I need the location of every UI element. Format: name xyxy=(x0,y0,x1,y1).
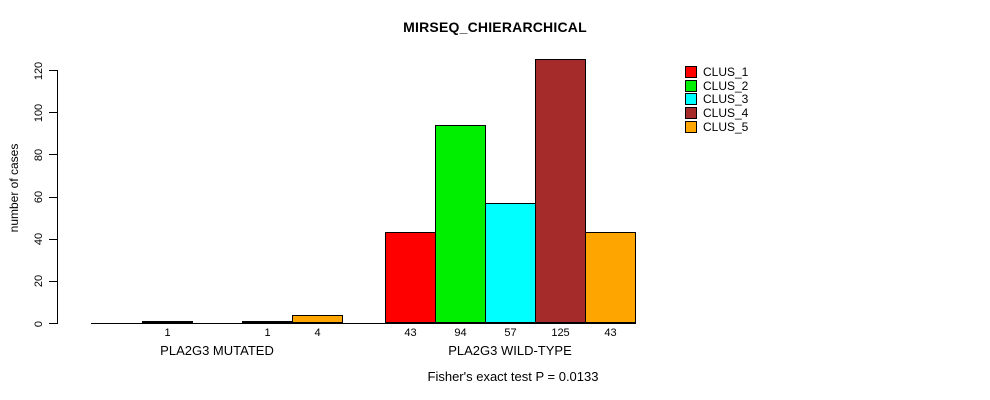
legend-swatch xyxy=(685,93,697,106)
legend-label: CLUS_3 xyxy=(703,92,749,107)
bar-clus-4 xyxy=(242,321,293,323)
bar-value-label: 1 xyxy=(264,327,271,339)
y-axis-tick-label: 0 xyxy=(33,320,45,327)
bar-value-label: 57 xyxy=(504,327,517,339)
legend-label: CLUS_2 xyxy=(703,78,749,93)
bar-value-label: 1 xyxy=(164,327,171,339)
legend-item: CLUS_1 xyxy=(685,66,748,78)
y-axis-tick xyxy=(49,112,57,114)
x-category-label: PLA2G3 WILD-TYPE xyxy=(448,343,572,358)
x-category-label: PLA2G3 MUTATED xyxy=(160,343,274,358)
y-axis-tick xyxy=(49,70,57,71)
bar-clus-2 xyxy=(435,125,486,323)
legend-label: CLUS_4 xyxy=(703,106,749,121)
y-axis-tick xyxy=(49,323,57,324)
y-axis-tick-label: 80 xyxy=(33,148,45,161)
bar-value-label: 43 xyxy=(604,327,617,339)
y-axis-tick xyxy=(49,154,57,156)
y-axis-tick xyxy=(49,280,57,282)
bar-clus-2 xyxy=(142,321,193,323)
bar-clus-5 xyxy=(292,315,343,323)
bar-value-label: 125 xyxy=(551,327,570,339)
y-axis-tick xyxy=(49,196,57,198)
y-axis-line xyxy=(57,70,58,324)
bar-clus-4 xyxy=(535,59,586,323)
y-axis-tick-label: 40 xyxy=(33,233,45,246)
legend-item: CLUS_5 xyxy=(685,119,749,134)
legend-swatch xyxy=(685,66,697,78)
legend-label: CLUS_1 xyxy=(703,65,749,79)
legend: CLUS_1 CLUS_2 CLUS_3 CLUS_4 CLUS_5 xyxy=(685,66,748,133)
legend-label: CLUS_5 xyxy=(703,119,749,134)
x-axis-line xyxy=(91,323,636,324)
legend-swatch xyxy=(685,107,697,120)
legend-item: CLUS_3 xyxy=(685,92,749,107)
chart-title: MIRSEQ_CHIERARCHICAL xyxy=(403,19,587,35)
legend-swatch xyxy=(685,120,697,133)
y-axis-tick-label: 120 xyxy=(33,61,45,80)
y-axis-tick-label: 100 xyxy=(33,103,45,122)
bar-value-label: 43 xyxy=(404,327,417,339)
bar-clus-5 xyxy=(585,232,636,323)
annotation-fisher-test: Fisher's exact test P = 0.0133 xyxy=(427,369,599,384)
bar-clus-1 xyxy=(385,232,436,323)
y-axis-tick-label: 20 xyxy=(33,275,45,288)
bar-value-label: 4 xyxy=(314,327,321,339)
y-axis-title: number of cases xyxy=(7,143,21,233)
bar-value-label: 94 xyxy=(454,327,467,339)
legend-item: CLUS_2 xyxy=(685,78,749,93)
bar-clus-3 xyxy=(485,203,536,323)
legend-swatch xyxy=(685,79,697,92)
y-axis-tick xyxy=(49,238,57,240)
y-axis-tick-label: 60 xyxy=(33,190,45,204)
legend-item: CLUS_4 xyxy=(685,106,749,121)
